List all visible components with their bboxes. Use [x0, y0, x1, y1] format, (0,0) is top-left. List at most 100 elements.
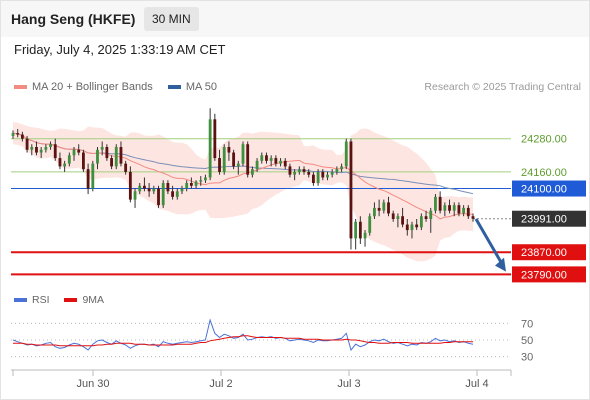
candle-body: [53, 144, 57, 159]
candle-body: [293, 171, 297, 175]
candle-body: [208, 119, 212, 178]
candle-body: [213, 119, 217, 159]
candle-body: [443, 205, 447, 211]
candle-body: [133, 191, 137, 200]
candle-body: [466, 207, 470, 217]
level-resistance-label: 24280.00: [521, 134, 567, 146]
candle-body: [401, 216, 404, 225]
legend-rsi: RSI: [14, 294, 50, 306]
candle-body: [471, 216, 475, 219]
legend-ma20: MA 20 + Bollinger Bands: [14, 81, 153, 93]
candle-body: [114, 147, 118, 167]
candle-body: [260, 155, 264, 161]
rsi-panel: 70 50 30: [11, 318, 533, 364]
candle-body: [96, 149, 99, 164]
interval-button[interactable]: 30 MIN: [144, 7, 199, 31]
candle-body: [358, 221, 362, 239]
level-support-label-box: [512, 266, 586, 283]
candle-body: [387, 202, 390, 214]
candle-body: [110, 158, 113, 167]
candle-body: [119, 147, 123, 164]
candle-body: [377, 207, 381, 211]
candle-body: [246, 144, 250, 175]
candle-body: [462, 207, 466, 214]
candle-body: [415, 224, 419, 228]
legend-ma50: MA 50: [167, 81, 217, 93]
header-bar: Hang Seng (HKFE) 30 MIN: [1, 1, 589, 37]
candle-body: [171, 191, 174, 197]
candle-body: [391, 213, 395, 219]
candle-body: [82, 152, 85, 170]
candle-body: [222, 147, 226, 172]
candle-body: [16, 133, 20, 135]
9ma-swatch: [64, 298, 78, 303]
ma20-swatch: [14, 85, 27, 90]
candlesticks: [11, 108, 475, 250]
rsi-legend-label: RSI: [32, 294, 50, 307]
rsi-tick-label: 70: [521, 318, 533, 330]
candle-body: [279, 160, 282, 164]
candle-body: [30, 147, 34, 150]
candle-body: [288, 166, 292, 175]
candle-body: [11, 133, 15, 136]
candle-body: [354, 221, 358, 239]
time-axis-label: Jul 3: [337, 378, 360, 390]
price-levels: [11, 138, 511, 276]
candle-body: [49, 144, 52, 147]
candle-body: [316, 171, 320, 183]
candle-body: [189, 183, 193, 186]
forecast-arrow: [474, 218, 506, 272]
candle-body: [236, 163, 240, 167]
candle-body: [269, 158, 273, 161]
candle-body: [250, 169, 254, 175]
candle-body: [330, 171, 334, 175]
candle-body: [396, 216, 400, 219]
candle-body: [105, 147, 109, 159]
candle-body: [274, 158, 278, 164]
candle-body: [302, 169, 306, 172]
candle-body: [77, 149, 81, 153]
candle-body: [283, 160, 287, 167]
price-level-labels: 24280.00 24160.00 24100.00 23991.00 23870.00…: [512, 134, 586, 283]
candle-body: [373, 207, 376, 217]
candle-body: [157, 188, 160, 206]
bollinger-bands: [13, 122, 473, 262]
candle-body: [321, 171, 325, 178]
candle-body: [218, 158, 221, 172]
bollinger-fill: [13, 122, 473, 262]
candle-body: [58, 158, 62, 167]
level-support-label-box: [512, 244, 586, 261]
candle-body: [424, 216, 428, 219]
level-support-label: 23870.00: [521, 247, 567, 259]
candle-body: [44, 147, 48, 150]
legend-9ma: 9MA: [64, 294, 104, 306]
level-pivot-label-box: [512, 180, 586, 197]
candle-body: [457, 205, 461, 214]
candle-body: [419, 216, 423, 228]
candle-body: [39, 149, 43, 153]
price-legend: MA 20 + Bollinger Bands MA 50: [14, 81, 217, 93]
level-support-label: 23790.00: [521, 269, 567, 281]
candle-body: [227, 147, 231, 153]
candle-body: [20, 134, 24, 139]
rsi-legend: RSI 9MA: [14, 294, 104, 306]
candle-body: [368, 216, 372, 233]
candle-body: [185, 183, 189, 189]
candle-body: [312, 174, 315, 183]
candle-body: [67, 155, 71, 164]
candle-body: [63, 163, 67, 167]
last-price-label: 23991.00: [521, 214, 567, 226]
ma50-swatch: [167, 85, 181, 90]
ma20-legend-label: MA 20 + Bollinger Bands: [32, 81, 153, 94]
candle-body: [363, 232, 367, 239]
candle-body: [194, 181, 198, 186]
candle-body: [128, 171, 132, 200]
candle-body: [86, 169, 90, 189]
candle-body: [265, 155, 268, 161]
candle-body: [410, 224, 414, 231]
rsi-swatch: [14, 298, 27, 303]
rsi-9ma-line: [13, 335, 473, 347]
candle-body: [405, 224, 409, 231]
candle-body: [72, 149, 76, 156]
